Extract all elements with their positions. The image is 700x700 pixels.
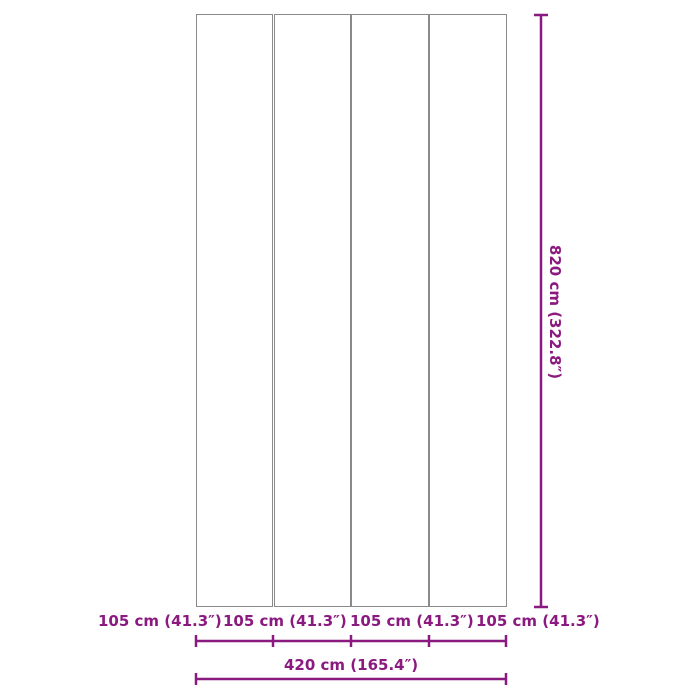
panel-3 (351, 14, 429, 607)
panel-2 (274, 14, 351, 607)
panel-width-label-3: 105 cm (41.3″) (350, 612, 474, 630)
panel-width-label-4: 105 cm (41.3″) (476, 612, 600, 630)
panel-width-label-2: 105 cm (41.3″) (223, 612, 347, 630)
panel-1 (196, 14, 273, 607)
height-label: 820 cm (322.8″) (546, 244, 564, 380)
panel-4 (429, 14, 507, 607)
panel-width-label-1: 105 cm (41.3″) (98, 612, 222, 630)
total-width-label: 420 cm (165.4″) (284, 656, 419, 674)
